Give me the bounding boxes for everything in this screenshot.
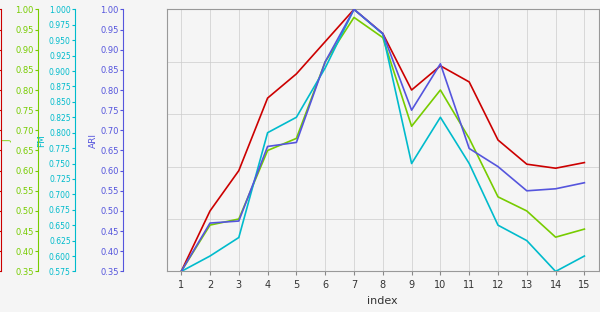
X-axis label: index: index — [367, 296, 398, 306]
Y-axis label: ARI: ARI — [89, 133, 98, 148]
Y-axis label: J: J — [4, 139, 13, 142]
Y-axis label: FM: FM — [37, 134, 46, 147]
